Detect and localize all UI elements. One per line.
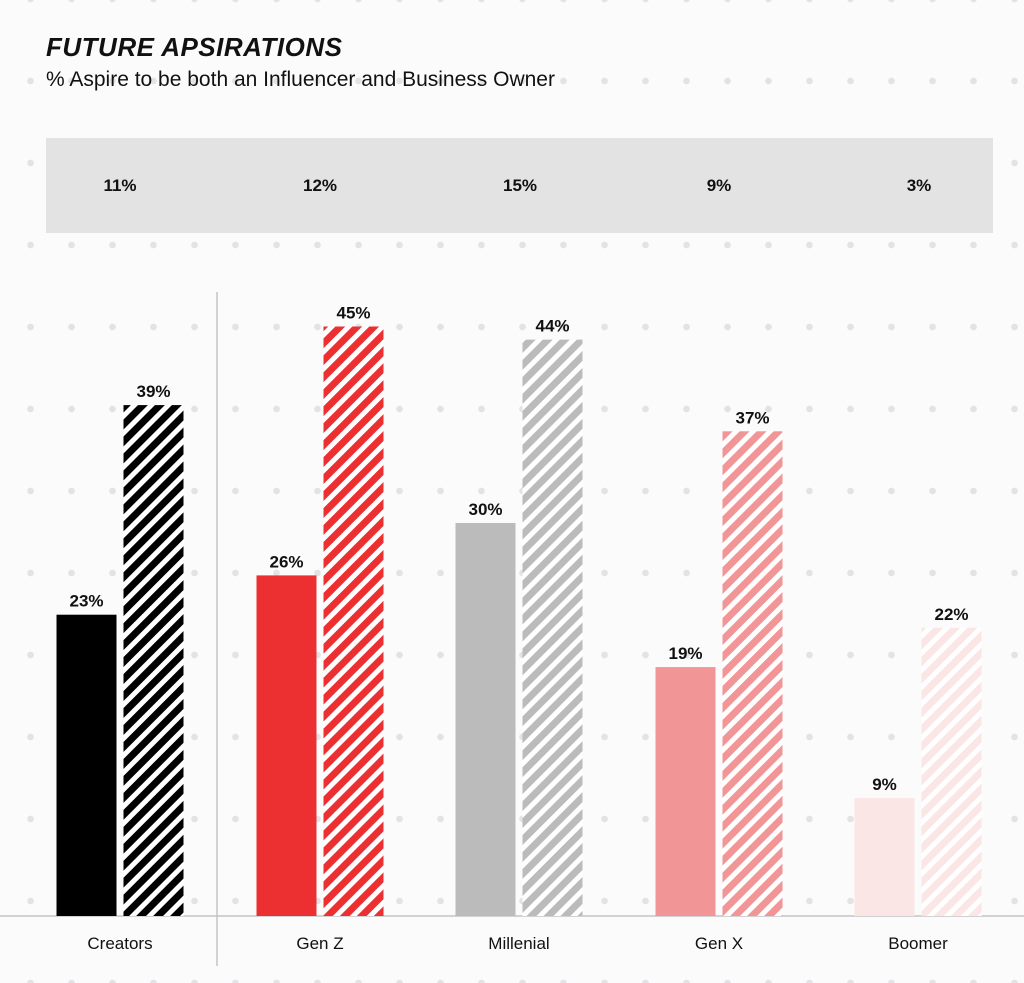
bar-boomer-solid	[854, 798, 915, 916]
value-label-gen-x-hatched: 37%	[735, 408, 769, 427]
band-value-boomer: 3%	[906, 176, 932, 195]
chart-title: FUTURE APSIRATIONS	[46, 32, 343, 62]
category-label-gen-z: Gen Z	[296, 934, 343, 953]
band-value-gen-z: 12%	[302, 176, 338, 195]
category-label-gen-x: Gen X	[695, 934, 743, 953]
bar-gen-z-hatched	[323, 326, 384, 916]
value-label-gen-z-hatched: 45%	[336, 304, 370, 323]
category-label-creators: Creators	[87, 934, 152, 953]
bar-creators-solid	[56, 614, 117, 916]
bar-gen-z-solid	[256, 575, 317, 916]
value-label-boomer-hatched: 22%	[934, 605, 968, 624]
bar-creators-hatched	[123, 405, 184, 916]
value-label-gen-z-solid: 26%	[269, 552, 303, 571]
bar-group: 23% 39% Creators 26% 45% Gen Z 30% 44% Millenial…	[56, 304, 982, 953]
category-label-millenial: Millenial	[488, 934, 549, 953]
value-label-millenial-hatched: 44%	[535, 317, 569, 336]
chart-subtitle: % Aspire to be both an Influencer and Bu…	[46, 68, 555, 91]
bar-gen-x-solid	[655, 667, 716, 916]
value-label-gen-x-solid: 19%	[668, 644, 702, 663]
category-label-boomer: Boomer	[888, 934, 948, 953]
value-label-boomer-solid: 9%	[872, 775, 897, 794]
value-label-creators-hatched: 39%	[136, 382, 170, 401]
bar-gen-x-hatched	[722, 431, 783, 916]
band-value-millenial: 15%	[502, 176, 538, 195]
bar-millenial-hatched	[522, 339, 583, 917]
band-value-gen-x: 9%	[706, 176, 732, 195]
band-value-creators: 11%	[103, 176, 137, 195]
bar-millenial-solid	[455, 523, 516, 916]
value-label-creators-solid: 23%	[69, 592, 103, 611]
value-label-millenial-solid: 30%	[468, 500, 502, 519]
bar-boomer-hatched	[921, 627, 982, 916]
both-aspiration-band: 11% 12% 15% 9% 3%	[46, 138, 993, 233]
